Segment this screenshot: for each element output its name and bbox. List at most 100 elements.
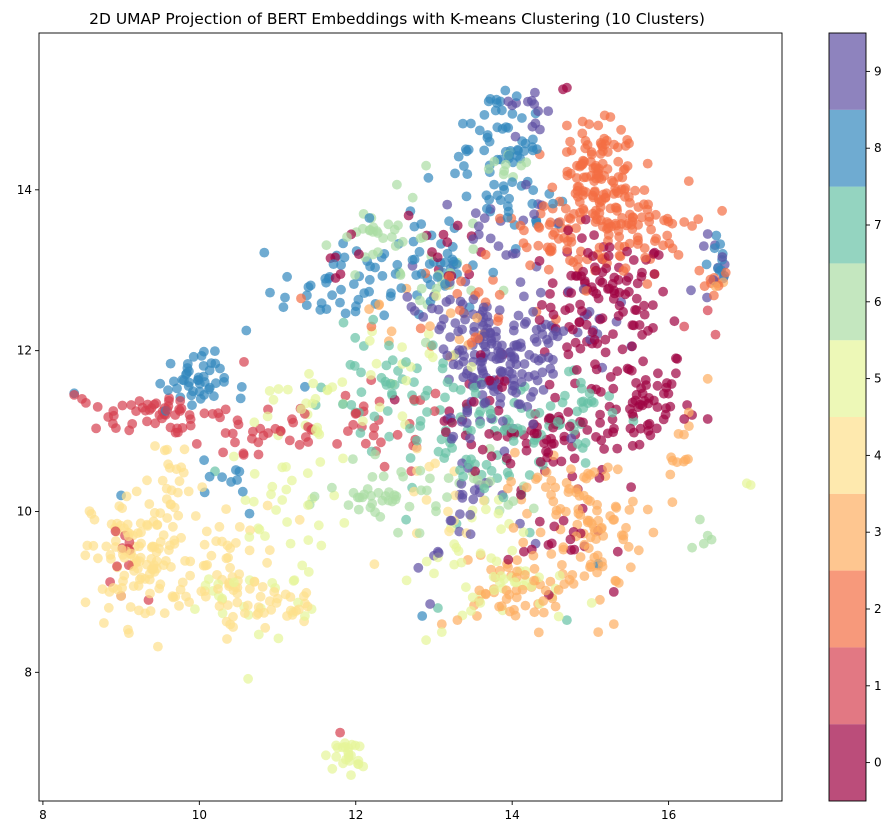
scatter-point-cluster-5 xyxy=(496,524,506,535)
scatter-point-cluster-8 xyxy=(444,216,454,227)
colorbar-tick-label: 8 xyxy=(874,141,882,155)
scatter-point-cluster-0 xyxy=(568,324,578,335)
scatter-point-cluster-3 xyxy=(579,571,590,581)
scatter-point-cluster-5 xyxy=(429,568,439,579)
scatter-point-cluster-2 xyxy=(533,240,544,251)
scatter-point-cluster-9 xyxy=(510,131,521,142)
scatter-point-cluster-2 xyxy=(415,323,426,334)
scatter-point-cluster-0 xyxy=(628,255,639,265)
scatter-point-cluster-2 xyxy=(565,213,576,224)
scatter-point-cluster-5 xyxy=(467,592,478,603)
scatter-point-cluster-6 xyxy=(397,236,408,247)
scatter-point-cluster-5 xyxy=(493,508,504,519)
scatter-point-cluster-3 xyxy=(510,447,520,458)
scatter-point-cluster-4 xyxy=(178,467,189,478)
data-points xyxy=(69,82,756,780)
scatter-point-cluster-5 xyxy=(300,611,310,621)
scatter-point-cluster-3 xyxy=(522,508,532,519)
scatter-point-cluster-7 xyxy=(438,358,448,368)
colorbar-segment xyxy=(829,33,866,110)
scatter-point-cluster-0 xyxy=(403,210,414,221)
scatter-point-cluster-6 xyxy=(498,169,509,180)
scatter-point-cluster-6 xyxy=(687,542,697,553)
scatter-point-cluster-6 xyxy=(378,233,388,244)
scatter-point-cluster-7 xyxy=(433,446,444,457)
scatter-point-cluster-8 xyxy=(194,386,205,397)
scatter-point-cluster-0 xyxy=(570,337,581,348)
scatter-point-cluster-2 xyxy=(642,158,653,169)
scatter-point-cluster-9 xyxy=(717,252,728,262)
scatter-point-cluster-0 xyxy=(599,444,609,454)
scatter-point-cluster-5 xyxy=(304,368,314,379)
scatter-point-cluster-3 xyxy=(521,482,532,493)
scatter-point-cluster-3 xyxy=(512,566,522,577)
scatter-point-cluster-8 xyxy=(463,144,474,155)
scatter-point-cluster-9 xyxy=(469,485,480,496)
scatter-point-cluster-4 xyxy=(221,504,232,514)
scatter-point-cluster-5 xyxy=(553,611,564,622)
scatter-point-cluster-0 xyxy=(477,444,488,455)
scatter-point-cluster-3 xyxy=(512,555,522,566)
scatter-point-cluster-4 xyxy=(154,583,165,594)
scatter-point-cluster-2 xyxy=(543,264,554,275)
scatter-point-cluster-3 xyxy=(564,484,574,494)
scatter-point-cluster-1 xyxy=(162,405,173,415)
scatter-point-cluster-8 xyxy=(459,161,469,171)
scatter-point-cluster-8 xyxy=(492,190,503,201)
scatter-point-cluster-0 xyxy=(600,347,611,358)
scatter-point-cluster-8 xyxy=(204,471,215,482)
scatter-point-cluster-5 xyxy=(421,556,432,567)
scatter-point-cluster-4 xyxy=(162,444,173,455)
scatter-point-cluster-8 xyxy=(236,382,247,392)
scatter-point-cluster-9 xyxy=(504,347,514,358)
scatter-point-cluster-4 xyxy=(99,618,109,628)
scatter-point-cluster-5 xyxy=(338,453,348,464)
scatter-point-cluster-3 xyxy=(625,562,636,573)
scatter-point-cluster-3 xyxy=(557,560,567,570)
scatter-point-cluster-3 xyxy=(445,308,456,318)
scatter-point-cluster-0 xyxy=(631,305,642,315)
scatter-point-cluster-3 xyxy=(667,455,678,466)
scatter-point-cluster-0 xyxy=(563,407,574,417)
scatter-point-cluster-1 xyxy=(81,398,91,408)
scatter-point-cluster-5 xyxy=(303,500,313,511)
scatter-point-cluster-0 xyxy=(595,314,606,325)
scatter-point-cluster-2 xyxy=(545,217,556,228)
scatter-point-cluster-0 xyxy=(635,423,646,434)
scatter-point-cluster-5 xyxy=(248,496,259,507)
scatter-point-cluster-0 xyxy=(631,378,641,388)
scatter-point-cluster-5 xyxy=(495,577,505,588)
scatter-point-cluster-4 xyxy=(169,535,180,546)
scatter-point-cluster-4 xyxy=(116,544,127,555)
scatter-point-cluster-8 xyxy=(713,263,723,274)
scatter-point-cluster-5 xyxy=(397,411,408,422)
scatter-point-cluster-2 xyxy=(640,252,650,263)
scatter-point-cluster-4 xyxy=(269,587,280,597)
scatter-point-cluster-3 xyxy=(575,510,586,520)
scatter-point-cluster-2 xyxy=(596,196,607,206)
scatter-point-cluster-5 xyxy=(249,417,260,428)
colorbar-segment xyxy=(829,493,866,571)
scatter-point-cluster-4 xyxy=(112,518,122,529)
scatter-point-cluster-5 xyxy=(364,335,375,346)
scatter-point-cluster-2 xyxy=(546,245,557,256)
scatter-point-cluster-0 xyxy=(577,306,587,316)
scatter-point-cluster-7 xyxy=(455,385,466,395)
scatter-point-cluster-2 xyxy=(687,221,697,231)
scatter-point-cluster-4 xyxy=(80,597,91,608)
scatter-point-cluster-2 xyxy=(538,201,549,212)
colorbar-segment xyxy=(829,724,866,801)
scatter-point-cluster-0 xyxy=(545,289,555,299)
scatter-point-cluster-8 xyxy=(198,361,209,371)
scatter-point-cluster-1 xyxy=(175,406,185,416)
scatter-point-cluster-3 xyxy=(505,606,515,617)
scatter-point-cluster-2 xyxy=(456,276,466,287)
scatter-point-cluster-4 xyxy=(162,513,173,523)
scatter-point-cluster-3 xyxy=(374,299,385,310)
scatter-point-cluster-0 xyxy=(505,458,516,469)
scatter-point-cluster-9 xyxy=(425,599,435,609)
scatter-point-cluster-0 xyxy=(503,554,514,565)
scatter-point-cluster-7 xyxy=(498,492,509,503)
scatter-point-cluster-3 xyxy=(572,519,583,530)
scatter-point-cluster-2 xyxy=(454,305,465,315)
